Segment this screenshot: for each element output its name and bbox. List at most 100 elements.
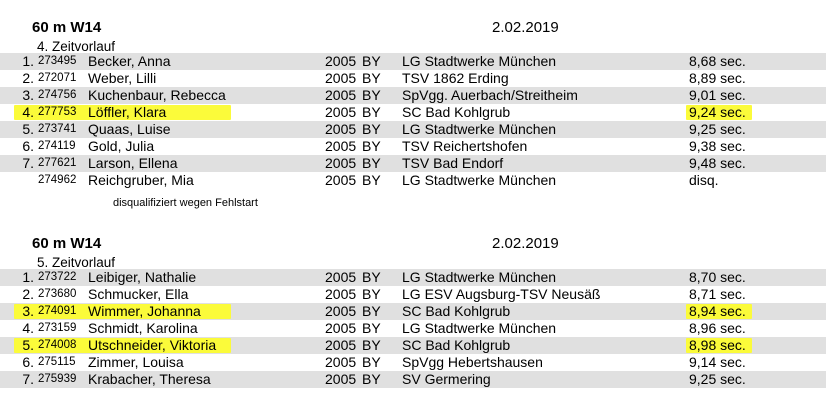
cell-club: SC Bad Kohlgrub <box>402 303 511 319</box>
cell-time: 9,01 sec. <box>689 87 746 103</box>
cell-year: 2005 <box>325 172 357 188</box>
cell-bib: 275115 <box>38 356 76 368</box>
cell-time: 9,25 sec. <box>689 371 746 387</box>
cell-year: 2005 <box>325 53 357 69</box>
cell-name: Wimmer, Johanna <box>88 303 201 319</box>
cell-year: 2005 <box>325 138 357 154</box>
cell-state: BY <box>362 286 381 302</box>
cell-year: 2005 <box>325 70 357 86</box>
results-table: 1. 273495 Becker, Anna 2005 BY LG Stadtwerke … <box>0 53 826 189</box>
cell-year: 2005 <box>325 337 357 353</box>
cell-year: 2005 <box>325 155 357 171</box>
cell-place: 4. <box>22 104 34 120</box>
cell-bib: 273159 <box>38 322 77 334</box>
cell-place: 5. <box>22 121 34 137</box>
table-row: 7. 277621 Larson, Ellena 2005 BY TSV Bad Endo… <box>0 155 826 172</box>
cell-time: 8,96 sec. <box>689 320 746 336</box>
result-header: 60 m W14 2.02.2019 <box>0 15 826 39</box>
cell-bib: 274962 <box>38 174 77 186</box>
cell-bib: 272071 <box>38 72 77 84</box>
cell-time: 9,38 sec. <box>689 138 746 154</box>
table-row: 1. 273722 Leibiger, Nathalie 2005 BY LG Stadt… <box>0 269 826 286</box>
event-date: 2.02.2019 <box>492 19 559 36</box>
cell-bib: 277753 <box>38 106 77 118</box>
cell-state: BY <box>362 354 381 370</box>
cell-club: TSV 1862 Erding <box>402 70 509 86</box>
cell-place: 3. <box>22 303 34 319</box>
cell-bib: 275939 <box>38 373 77 385</box>
cell-year: 2005 <box>325 121 357 137</box>
table-row: 2. 272071 Weber, Lilli 2005 BY TSV 1862 Erdin… <box>0 70 826 87</box>
cell-name: Utschneider, Viktoria <box>88 337 217 353</box>
result-block: 60 m W14 2.02.2019 5. Zeitvorlauf 1. 273722 L… <box>0 231 826 388</box>
table-row: 5. 273741 Quaas, Luise 2005 BY LG Stadtwerke … <box>0 121 826 138</box>
cell-state: BY <box>362 138 381 154</box>
cell-year: 2005 <box>325 104 357 120</box>
cell-bib: 274756 <box>38 89 77 101</box>
event-date: 2.02.2019 <box>492 235 559 252</box>
cell-club: SpVgg. Auerbach/Streitheim <box>402 87 578 103</box>
cell-place: 5. <box>22 337 34 353</box>
heat-label: 4. Zeitvorlauf <box>37 39 116 54</box>
cell-bib: 277621 <box>38 157 77 169</box>
table-row: 7. 275939 Krabacher, Theresa 2005 BY SV Germe… <box>0 371 826 388</box>
cell-place: 6. <box>22 354 34 370</box>
cell-year: 2005 <box>325 371 357 387</box>
cell-name: Weber, Lilli <box>88 70 157 86</box>
cell-club: LG Stadtwerke München <box>402 121 557 137</box>
cell-name: Larson, Ellena <box>88 155 178 171</box>
cell-bib: 273495 <box>38 55 77 67</box>
cell-name: Schmucker, Ella <box>88 286 189 302</box>
cell-time: 8,71 sec. <box>689 286 746 302</box>
cell-state: BY <box>362 337 381 353</box>
cell-year: 2005 <box>325 286 357 302</box>
cell-club: LG Stadtwerke München <box>402 172 557 188</box>
cell-time: 8,98 sec. <box>689 337 746 353</box>
cell-club: LG Stadtwerke München <box>402 269 557 285</box>
cell-time: 9,14 sec. <box>689 354 746 370</box>
cell-bib: 273741 <box>38 123 77 135</box>
cell-time: 8,70 sec. <box>689 269 746 285</box>
cell-club: SpVgg Hebertshausen <box>402 354 543 370</box>
heat-label: 5. Zeitvorlauf <box>37 255 116 270</box>
cell-place: 1. <box>22 53 34 69</box>
cell-state: BY <box>362 172 381 188</box>
table-row: 274962 Reichgruber, Mia 2005 BY LG Stadtwerk… <box>0 172 826 189</box>
result-block: 60 m W14 2.02.2019 4. Zeitvorlauf 1. 273495 B… <box>0 15 826 209</box>
cell-state: BY <box>362 121 381 137</box>
cell-name: Löffler, Klara <box>88 104 167 120</box>
cell-time: 9,25 sec. <box>689 121 746 137</box>
table-row: 1. 273495 Becker, Anna 2005 BY LG Stadtwerke … <box>0 53 826 70</box>
cell-club: LG ESV Augsburg-TSV Neusäß <box>402 286 601 302</box>
cell-name: Leibiger, Nathalie <box>88 269 197 285</box>
cell-place: 4. <box>22 320 34 336</box>
cell-club: TSV Bad Endorf <box>402 155 504 171</box>
highlight-marker <box>14 338 231 353</box>
cell-bib: 273722 <box>38 271 77 283</box>
result-header: 60 m W14 2.02.2019 <box>0 231 826 255</box>
cell-place: 7. <box>22 371 34 387</box>
cell-state: BY <box>362 303 381 319</box>
cell-state: BY <box>362 104 381 120</box>
cell-time: disq. <box>689 172 719 188</box>
cell-state: BY <box>362 371 381 387</box>
cell-place: 3. <box>22 87 34 103</box>
event-title: 60 m W14 <box>32 19 102 36</box>
cell-year: 2005 <box>325 269 357 285</box>
result-note: disqualifiziert wegen Fehlstart <box>113 197 258 209</box>
cell-place: 6. <box>22 138 34 154</box>
cell-name: Krabacher, Theresa <box>88 371 211 387</box>
cell-time: 9,48 sec. <box>689 155 746 171</box>
cell-year: 2005 <box>325 87 357 103</box>
table-row: 3. 274756 Kuchenbaur, Rebecca 2005 BY SpVgg. … <box>0 87 826 104</box>
cell-state: BY <box>362 320 381 336</box>
cell-bib: 273680 <box>38 288 77 300</box>
cell-state: BY <box>362 53 381 69</box>
cell-time: 8,68 sec. <box>689 53 746 69</box>
highlight-marker <box>686 105 752 120</box>
table-row: 2. 273680 Schmucker, Ella 2005 BY LG ESV Augs… <box>0 286 826 303</box>
cell-time: 9,24 sec. <box>689 104 746 120</box>
cell-name: Quaas, Luise <box>88 121 171 137</box>
cell-state: BY <box>362 87 381 103</box>
cell-name: Kuchenbaur, Rebecca <box>88 87 226 103</box>
